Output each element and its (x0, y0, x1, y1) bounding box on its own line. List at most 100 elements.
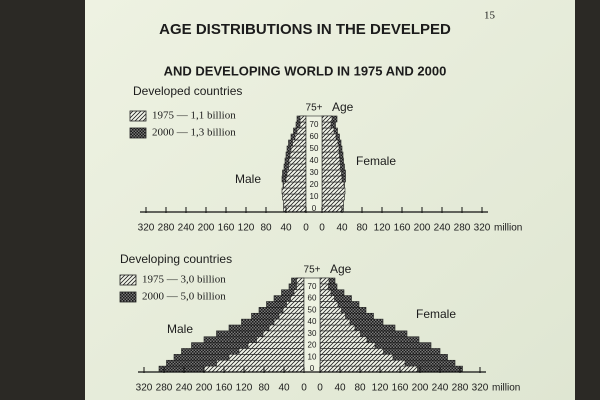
x-tick-label: 280 (156, 383, 173, 394)
age-label: 75+ (306, 103, 323, 114)
male-bar (238, 348, 305, 355)
legend-label: 2000 — 5,0 billion (142, 291, 226, 303)
female-bar (321, 193, 345, 201)
legend-swatch (129, 110, 147, 122)
age-label: 10 (310, 192, 319, 201)
age-label: 70 (308, 282, 317, 291)
x-tick-label: 0 (303, 223, 309, 234)
age-label: 50 (310, 144, 319, 153)
female-bar (319, 348, 384, 355)
age-label: 70 (310, 120, 319, 129)
male-bar (286, 169, 307, 177)
female-bar (321, 199, 344, 207)
male-bar (262, 330, 305, 338)
female-bar (321, 115, 333, 123)
x-tick-label: 40 (280, 223, 292, 234)
x-tick-label: 120 (372, 383, 389, 394)
x-tick-label: 0 (319, 223, 325, 234)
x-tick-label: 80 (356, 223, 368, 234)
age-label: 60 (310, 132, 319, 141)
x-tick-label: 200 (412, 383, 429, 394)
x-tick-label: 40 (334, 383, 346, 394)
female-bar (319, 359, 406, 367)
chart-title: Developed countries (133, 84, 242, 98)
male-bar (288, 163, 307, 171)
slide-title: AGE DISTRIBUTIONS IN THE DEVELPED (159, 21, 451, 38)
female-bar (319, 324, 356, 332)
male-bar (290, 295, 305, 302)
male-bar (203, 365, 305, 373)
x-tick-label: 160 (218, 223, 235, 234)
x-tick-label: 160 (394, 223, 411, 234)
female-bar (321, 175, 343, 183)
male-bar (289, 151, 307, 159)
male-bar (247, 342, 305, 349)
female-bar (321, 157, 341, 165)
female-bar (319, 318, 351, 326)
female-bar (319, 301, 339, 308)
age-label: 0 (310, 364, 315, 373)
legend-swatch (119, 291, 137, 303)
x-tick-label: 40 (336, 223, 348, 234)
male-bar (299, 115, 307, 123)
female-bar (321, 145, 340, 153)
male-bar (282, 307, 305, 314)
male-bar (228, 354, 305, 361)
chart-title: Developing countries (120, 252, 232, 266)
x-axis-label: million (494, 223, 522, 234)
female-bar (319, 365, 418, 373)
x-tick-label: 320 (138, 223, 155, 234)
legend-label: 1975 — 3,0 billion (142, 274, 226, 286)
x-tick-label: 120 (374, 223, 391, 234)
female-bar (321, 127, 335, 135)
male-bar (283, 205, 307, 213)
male-bar (299, 121, 307, 129)
female-bar (319, 336, 368, 343)
male-bar (294, 133, 307, 141)
x-tick-label: 280 (158, 223, 175, 234)
female-bar (319, 330, 361, 338)
age-label: 20 (310, 180, 319, 189)
male-bar (256, 336, 305, 343)
female-bar (319, 277, 330, 285)
male-bar (296, 277, 305, 285)
age-label: 10 (308, 352, 317, 361)
x-tick-label: 120 (238, 223, 255, 234)
male-bar (290, 145, 307, 153)
female-bar (319, 307, 342, 314)
age-label: 60 (308, 294, 317, 303)
female-bar (319, 342, 376, 349)
male-bar (273, 318, 305, 326)
male-bar (278, 312, 305, 320)
x-tick-label: 280 (452, 383, 469, 394)
male-bar (296, 127, 307, 135)
left-label: Male (167, 322, 193, 336)
male-bar (283, 181, 307, 189)
female-bar (319, 289, 332, 296)
y-axis-label: Age (330, 262, 352, 276)
female-bar (319, 295, 335, 302)
female-bar (319, 283, 329, 291)
male-bar (216, 359, 305, 367)
left-label: Male (235, 172, 261, 186)
age-label: 75+ (304, 265, 321, 276)
x-tick-label: 120 (236, 383, 253, 394)
age-label: 0 (312, 204, 317, 213)
x-tick-label: 0 (301, 383, 307, 394)
x-tick-label: 240 (178, 223, 195, 234)
age-label: 30 (308, 329, 317, 338)
right-label: Female (416, 307, 456, 321)
x-tick-label: 200 (198, 223, 215, 234)
age-label: 40 (310, 156, 319, 165)
x-tick-label: 280 (454, 223, 471, 234)
x-tick-label: 240 (176, 383, 193, 394)
female-bar (321, 151, 340, 159)
x-tick-label: 80 (258, 383, 270, 394)
x-tick-label: 80 (354, 383, 366, 394)
x-tick-label: 80 (260, 223, 272, 234)
male-bar (282, 193, 307, 201)
female-bar (321, 139, 339, 147)
x-tick-label: 200 (196, 383, 213, 394)
female-bar (321, 181, 345, 189)
